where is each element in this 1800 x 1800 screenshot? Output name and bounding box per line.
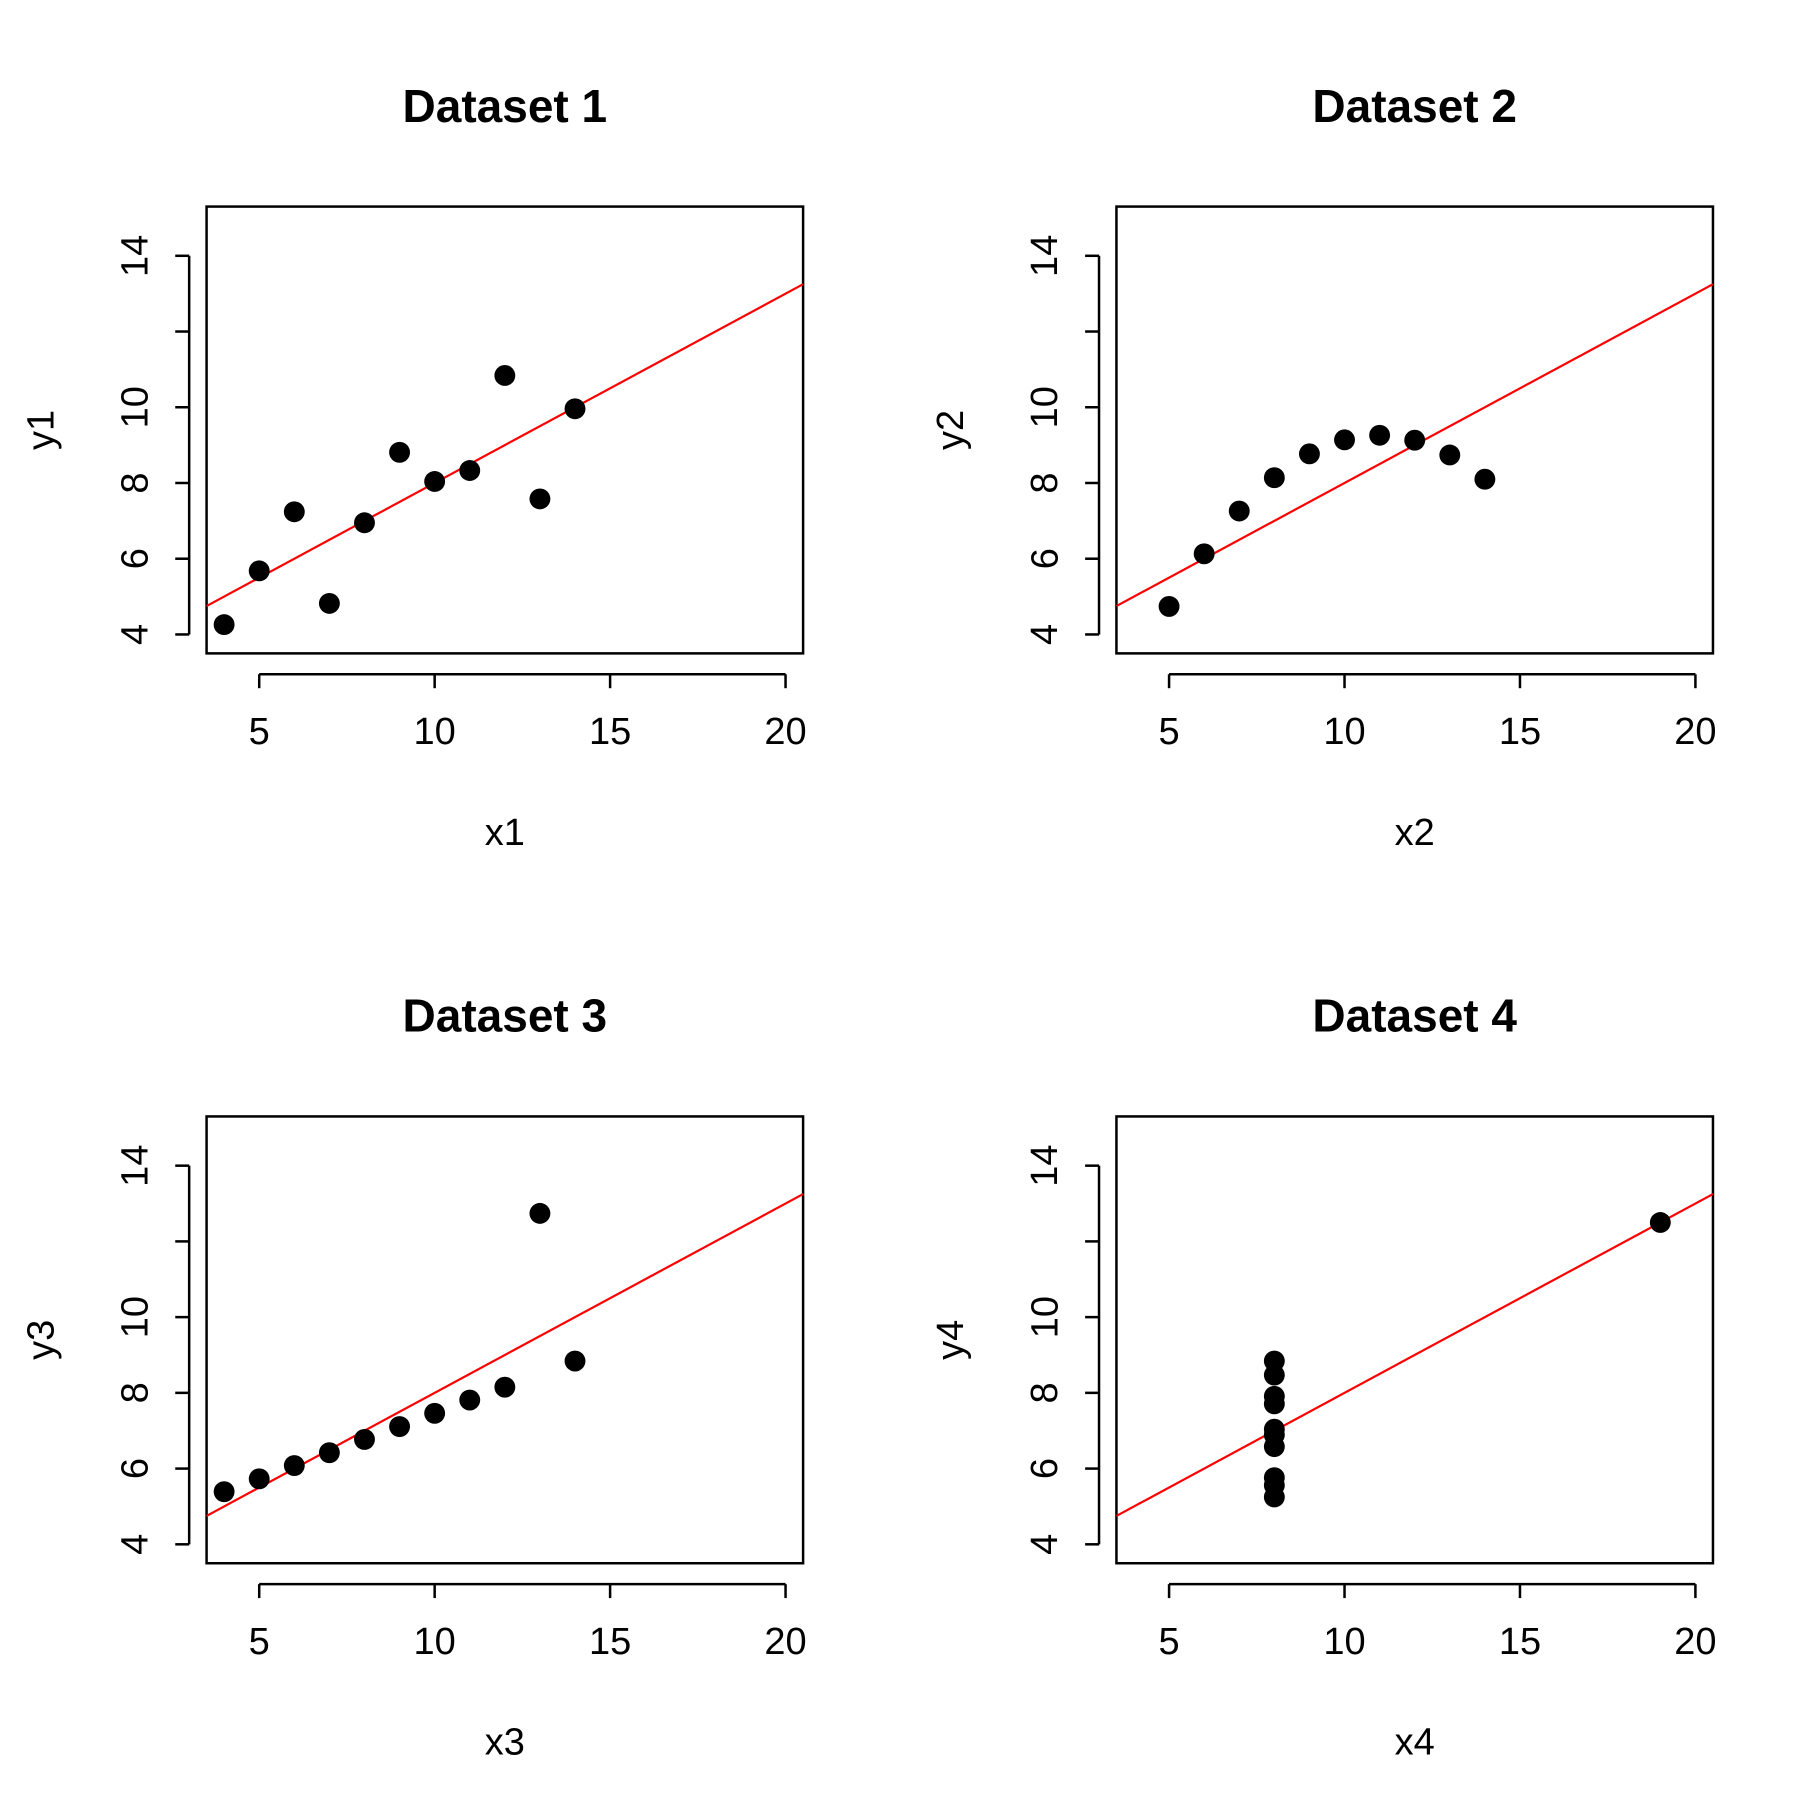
x-axis-label: x4 — [1395, 1722, 1435, 1764]
y-tick-label: 6 — [1024, 548, 1066, 569]
y-tick-label: 14 — [1024, 1145, 1066, 1187]
panel-4: Dataset 4 5 10 15 20 x4 4 6 8 10 14 y4 — [930, 990, 1716, 1764]
data-point — [248, 1468, 270, 1490]
y-tick-label: 10 — [114, 386, 156, 428]
data-point — [1228, 500, 1250, 522]
data-point — [213, 614, 235, 636]
data-point — [389, 1416, 411, 1438]
data-point — [564, 398, 586, 420]
data-point — [1263, 1424, 1285, 1446]
y-tick-label: 8 — [114, 472, 156, 493]
x-tick-label: 20 — [1674, 1621, 1716, 1663]
y-tick-label: 4 — [114, 1534, 156, 1555]
data-point — [389, 441, 411, 463]
data-point — [1193, 543, 1215, 565]
data-point — [1404, 429, 1426, 451]
data-point — [1263, 1364, 1285, 1386]
data-point — [248, 560, 270, 582]
regression-line — [206, 283, 804, 608]
panel-3: Dataset 3 5 10 15 20 x3 4 6 8 10 14 y3 — [20, 990, 806, 1764]
y-axis-label: y3 — [20, 1320, 62, 1360]
y-tick-label: 6 — [114, 548, 156, 569]
y-tick-label: 8 — [1024, 1382, 1066, 1403]
x-tick-label: 5 — [249, 1621, 270, 1663]
data-point — [1369, 424, 1391, 446]
x-tick-label: 15 — [589, 711, 631, 753]
plot-frame — [205, 205, 805, 655]
y-tick-label: 10 — [1024, 386, 1066, 428]
x-tick-label: 5 — [1159, 711, 1180, 753]
data-point — [318, 1442, 340, 1464]
y-tick-label: 10 — [114, 1296, 156, 1338]
data-point — [283, 501, 305, 523]
x-axis-label: x1 — [485, 812, 525, 854]
data-point — [354, 1428, 375, 1450]
x-tick-label: 10 — [414, 1621, 456, 1663]
regression-line — [206, 1193, 804, 1517]
data-point — [1298, 443, 1320, 465]
x-tick-label: 15 — [1499, 711, 1541, 753]
data-point — [494, 1376, 516, 1398]
data-point — [318, 592, 340, 614]
data-point — [1649, 1212, 1671, 1233]
y-tick-label: 4 — [1024, 1534, 1066, 1555]
data-point — [283, 1455, 305, 1477]
y-tick-label: 4 — [1024, 624, 1066, 645]
x-axis-label: x3 — [485, 1722, 525, 1764]
data-point — [1158, 595, 1180, 617]
data-point — [1263, 1385, 1285, 1407]
plot-frame — [1115, 1115, 1715, 1565]
y-tick-label: 14 — [114, 235, 156, 277]
chart-title: Dataset 3 — [403, 990, 608, 1042]
x-tick-label: 20 — [764, 1621, 806, 1663]
chart-title: Dataset 2 — [1312, 80, 1517, 132]
x-tick-label: 15 — [1499, 1621, 1541, 1663]
y-axis-label: y1 — [20, 410, 62, 450]
y-tick-label: 8 — [114, 1382, 156, 1403]
x-tick-label: 10 — [414, 711, 456, 753]
plot-frame — [1115, 205, 1715, 655]
data-point — [424, 471, 446, 492]
data-point — [529, 1202, 551, 1224]
data-point — [1334, 429, 1355, 451]
y-tick-label: 8 — [1024, 472, 1066, 493]
data-point — [213, 1481, 235, 1503]
data-point — [1474, 468, 1496, 490]
y-tick-label: 6 — [114, 1458, 156, 1479]
data-point — [564, 1350, 586, 1372]
panel-1: Dataset 1 5 10 15 20 x1 4 6 8 10 14 y1 — [20, 80, 806, 854]
data-point — [354, 512, 375, 534]
panel-2: Dataset 2 5 10 15 20 x2 4 6 8 10 14 y2 — [930, 80, 1716, 854]
data-point — [424, 1402, 446, 1424]
data-point — [459, 1389, 481, 1411]
regression-line — [1115, 1193, 1714, 1517]
y-tick-label: 6 — [1024, 1458, 1066, 1479]
chart-title: Dataset 1 — [403, 80, 608, 132]
data-point — [459, 460, 481, 481]
data-point — [494, 365, 516, 386]
data-point — [529, 488, 551, 510]
x-tick-label: 5 — [249, 711, 270, 753]
data-point — [1263, 467, 1285, 489]
data-point — [1263, 1474, 1285, 1496]
x-tick-label: 5 — [1159, 1621, 1180, 1663]
plot-frame — [205, 1115, 805, 1565]
x-tick-label: 20 — [764, 711, 806, 753]
x-tick-label: 15 — [589, 1621, 631, 1663]
x-tick-label: 10 — [1323, 1621, 1365, 1663]
y-tick-label: 10 — [1024, 1296, 1066, 1338]
data-point — [1439, 444, 1461, 466]
y-tick-label: 4 — [114, 624, 156, 645]
y-axis-label: y4 — [930, 1320, 972, 1360]
x-axis-label: x2 — [1395, 812, 1435, 854]
y-axis-label: y2 — [930, 410, 972, 450]
y-tick-label: 14 — [114, 1145, 156, 1187]
chart-title: Dataset 4 — [1312, 990, 1517, 1042]
x-tick-label: 10 — [1323, 711, 1365, 753]
x-tick-label: 20 — [1674, 711, 1716, 753]
y-tick-label: 14 — [1024, 235, 1066, 277]
